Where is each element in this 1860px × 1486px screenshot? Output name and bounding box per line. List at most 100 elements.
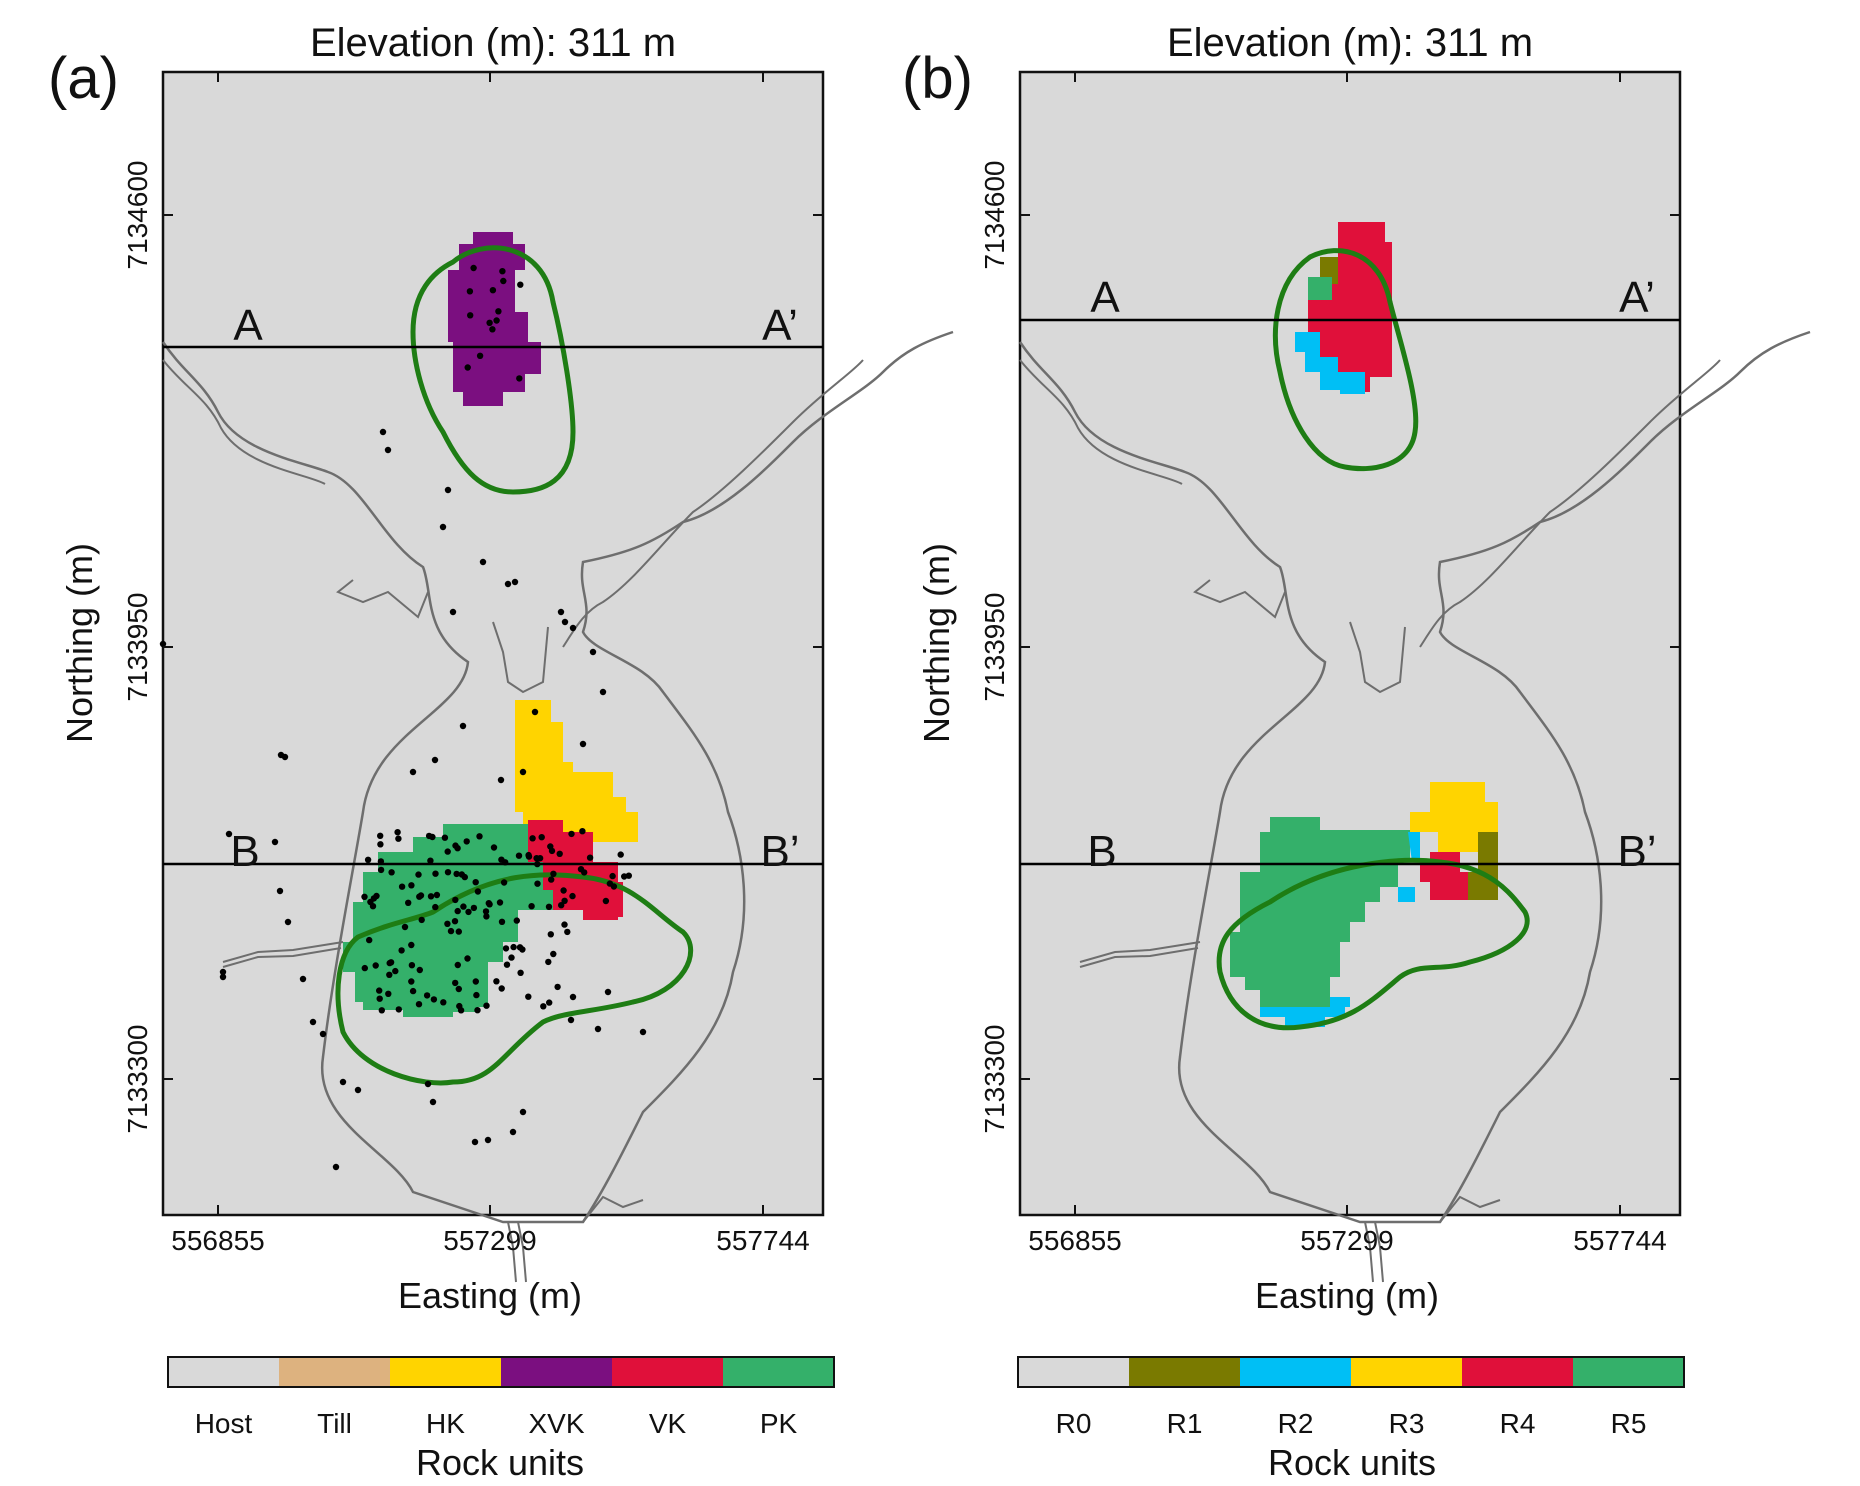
panel-b-r3-south-body bbox=[1410, 782, 1498, 852]
drill-point bbox=[519, 768, 527, 776]
panel-a-y-tick-label: 7133950 bbox=[122, 592, 153, 701]
drill-point bbox=[529, 835, 536, 842]
drill-point bbox=[602, 897, 610, 905]
panel-a: (a) Elevation (m): 311 m bbox=[48, 21, 955, 1483]
drill-point bbox=[474, 1007, 481, 1014]
drill-point bbox=[444, 869, 452, 876]
drill-point bbox=[454, 907, 461, 915]
drill-point bbox=[510, 943, 517, 951]
legend-swatch-r5 bbox=[1573, 1357, 1684, 1387]
panel-b-r1-south-body bbox=[1468, 832, 1498, 900]
drill-point bbox=[376, 995, 383, 1002]
drill-point bbox=[392, 967, 399, 975]
drill-point bbox=[465, 908, 472, 916]
drill-point bbox=[504, 580, 512, 588]
drill-point bbox=[589, 648, 597, 656]
drill-point bbox=[493, 978, 500, 985]
panel-a-x-tick-label: 556855 bbox=[171, 1225, 264, 1256]
drill-point bbox=[609, 872, 616, 880]
drill-point bbox=[599, 688, 607, 696]
panel-b-x-tick-label: 557299 bbox=[1300, 1225, 1393, 1256]
drill-point bbox=[516, 375, 523, 382]
legend-label-host: Host bbox=[195, 1408, 253, 1439]
drill-point bbox=[483, 1002, 490, 1009]
drill-point bbox=[309, 1018, 317, 1026]
drill-point bbox=[408, 962, 416, 969]
panel-b-map: A A’ B B’ bbox=[1018, 70, 1812, 1284]
drill-point bbox=[550, 870, 557, 877]
panel-a-x-axis-label: Easting (m) bbox=[398, 1275, 582, 1316]
drill-point bbox=[377, 832, 384, 839]
drill-point bbox=[534, 860, 541, 868]
drill-point bbox=[569, 892, 576, 900]
drill-point bbox=[554, 983, 561, 991]
legend-swatch-r4 bbox=[1462, 1357, 1573, 1387]
panel-b-x-axis-label: Easting (m) bbox=[1255, 1275, 1439, 1316]
drill-point bbox=[367, 898, 374, 906]
drill-point bbox=[519, 1108, 527, 1116]
panel-a-x-tick-label: 557744 bbox=[716, 1225, 809, 1256]
panel-a-map: A A’ B B’ bbox=[159, 70, 955, 1284]
drill-point bbox=[429, 833, 436, 841]
panel-b-legend-labels: R0 R1 R2 R3 R4 R5 bbox=[1056, 1408, 1647, 1439]
panel-b-legend-swatches bbox=[1018, 1357, 1684, 1387]
drill-point bbox=[464, 955, 471, 962]
panel-a-section-b-left: B bbox=[230, 827, 259, 876]
drill-point bbox=[372, 962, 379, 969]
drill-point bbox=[276, 887, 284, 895]
legend-swatch-r1 bbox=[1129, 1357, 1240, 1387]
legend-label-r5: R5 bbox=[1611, 1408, 1647, 1439]
drill-point bbox=[503, 961, 511, 968]
drill-point bbox=[319, 1030, 327, 1038]
legend-swatch-till bbox=[279, 1357, 390, 1387]
drill-point bbox=[540, 1003, 547, 1010]
drill-point bbox=[470, 264, 477, 272]
legend-swatch-xvk bbox=[501, 1357, 612, 1387]
drill-point bbox=[409, 987, 417, 995]
drill-point bbox=[474, 888, 482, 895]
drill-point bbox=[557, 608, 565, 616]
panel-a-legend-labels: Host Till HK XVK VK PK bbox=[195, 1408, 798, 1439]
drill-point bbox=[579, 828, 586, 835]
drill-point bbox=[387, 959, 395, 966]
drill-point bbox=[528, 903, 535, 910]
drill-point bbox=[579, 740, 587, 748]
drill-point bbox=[604, 988, 612, 996]
drill-point bbox=[376, 987, 383, 994]
panel-b-r2-south-patch bbox=[1408, 832, 1420, 862]
drill-point bbox=[525, 993, 532, 1000]
drill-point bbox=[452, 979, 459, 987]
drill-point bbox=[430, 996, 438, 1003]
drill-point bbox=[429, 1098, 437, 1106]
drill-point bbox=[497, 776, 505, 784]
drill-point bbox=[433, 891, 441, 899]
drill-point bbox=[467, 312, 474, 319]
drill-point bbox=[405, 899, 412, 906]
drill-point bbox=[499, 268, 506, 275]
drill-point bbox=[361, 893, 368, 900]
drill-point bbox=[366, 936, 373, 944]
drill-point bbox=[416, 966, 423, 974]
panel-a-label: (a) bbox=[48, 46, 119, 111]
drill-point bbox=[483, 913, 490, 920]
drill-point bbox=[339, 1078, 347, 1086]
drill-point bbox=[384, 446, 392, 454]
drill-point bbox=[485, 900, 492, 907]
panel-b-legend-title: Rock units bbox=[1268, 1442, 1436, 1483]
drill-point bbox=[423, 992, 431, 999]
drill-point bbox=[525, 851, 532, 859]
drill-point bbox=[545, 903, 553, 910]
drill-point bbox=[625, 872, 632, 879]
drill-point bbox=[547, 843, 554, 850]
drill-point bbox=[440, 999, 447, 1006]
drill-point bbox=[515, 852, 523, 859]
drill-point bbox=[550, 950, 557, 958]
panel-a-legend-swatches bbox=[168, 1357, 834, 1387]
panel-a-section-a-right: A’ bbox=[762, 301, 798, 350]
panel-b-r5-north-patch bbox=[1308, 277, 1332, 300]
panel-b-legend: R0 R1 R2 R3 R4 R5 bbox=[1017, 1356, 1685, 1439]
panel-a-legend-title: Rock units bbox=[416, 1442, 584, 1483]
drill-point bbox=[617, 851, 624, 858]
panel-a-title: Elevation (m): 311 m bbox=[310, 21, 676, 65]
drill-point bbox=[594, 1025, 602, 1033]
